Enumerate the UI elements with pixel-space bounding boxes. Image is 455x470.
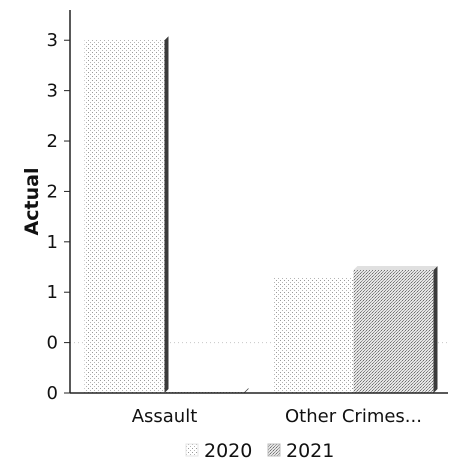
y-tick-label: 3 (47, 81, 58, 102)
bar-2021-0 (164, 387, 249, 393)
y-axis-ticks: 0 0 1 1 2 2 3 3 (47, 30, 70, 404)
legend-label: 2021 (286, 440, 334, 462)
legend-item-2020: 2020 (185, 440, 252, 462)
legend-swatch (185, 443, 199, 457)
y-tick-label: 1 (47, 282, 58, 303)
bars (84, 36, 438, 393)
legend: 2020 2021 (185, 440, 334, 462)
legend-label: 2020 (204, 440, 252, 462)
y-axis-label: Actual (21, 168, 43, 236)
x-axis-categories: Assault Other Crimes... (132, 406, 422, 427)
legend-item-2021: 2021 (267, 440, 334, 462)
y-tick-label: 2 (47, 181, 58, 202)
y-tick-label: 0 (47, 383, 58, 404)
y-tick-label: 1 (47, 232, 58, 253)
y-tick-label: 3 (47, 30, 58, 51)
legend-swatch (267, 443, 281, 457)
y-tick-label: 2 (47, 131, 58, 152)
category-label: Other Crimes... (285, 406, 422, 427)
axes (69, 10, 448, 394)
bar-2021-1 (353, 266, 438, 393)
bar-2020-1 (273, 273, 358, 393)
bar-2020-0 (84, 36, 169, 393)
y-tick-label: 0 (47, 333, 58, 354)
category-label: Assault (132, 406, 198, 427)
